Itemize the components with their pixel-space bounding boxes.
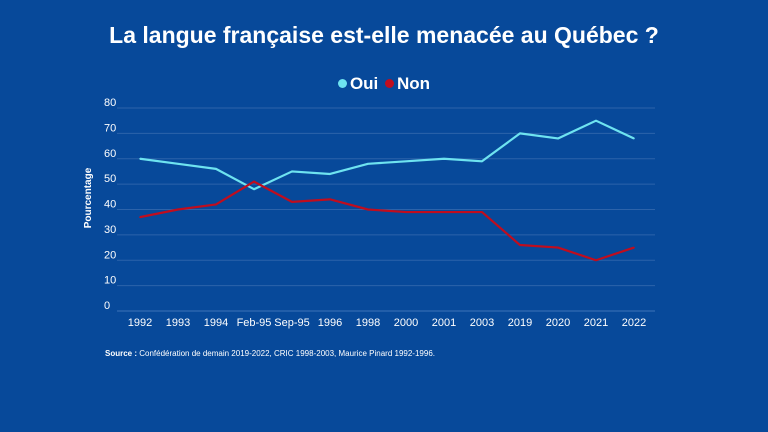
- gridlines: [117, 107, 655, 312]
- data-point-oui: [481, 160, 483, 163]
- data-point-oui: [291, 170, 293, 173]
- legend-label-non: Non: [397, 74, 431, 93]
- series-line-oui: [139, 119, 635, 191]
- x-tick-label: Sep-95: [274, 317, 309, 329]
- data-point-oui: [557, 137, 559, 140]
- x-tick-label: 1992: [128, 317, 152, 329]
- data-point-oui: [253, 188, 255, 190]
- data-point-non: [481, 211, 483, 213]
- data-point-non: [519, 244, 521, 246]
- legend: Oui Non: [0, 74, 768, 94]
- y-tick-label: 0: [104, 300, 110, 312]
- y-tick-label: 30: [104, 224, 116, 236]
- y-tick-label: 70: [104, 122, 116, 134]
- data-point-oui: [443, 157, 445, 160]
- data-point-non: [557, 246, 559, 249]
- x-tick-label: 2020: [546, 317, 570, 329]
- data-point-oui: [177, 163, 179, 165]
- legend-marker-oui: [337, 79, 347, 89]
- y-tick-label: 20: [104, 249, 116, 261]
- data-point-oui: [595, 119, 597, 122]
- legend-marker-non: [385, 79, 395, 89]
- data-point-oui: [139, 157, 141, 160]
- chart-title: La langue française est-elle menacée au …: [109, 22, 659, 48]
- series-line-non: [139, 180, 635, 262]
- data-point-non: [367, 208, 369, 211]
- y-axis-label: Pourcentage: [83, 167, 94, 228]
- data-point-non: [291, 201, 293, 203]
- data-point-oui: [405, 160, 407, 163]
- source-label: Source :: [105, 349, 138, 358]
- source-text: Confédération de demain 2019-2022, CRIC …: [137, 349, 435, 358]
- data-point-non: [215, 203, 217, 206]
- x-tick-label: 2001: [432, 317, 456, 329]
- y-tick-label: 10: [104, 275, 116, 287]
- data-point-oui: [215, 168, 217, 170]
- data-point-non: [443, 211, 445, 213]
- x-tick-label: Feb-95: [237, 317, 272, 329]
- x-tick-label: 2019: [508, 317, 532, 329]
- data-point-non: [633, 246, 635, 249]
- x-tick-label: 2000: [394, 317, 418, 329]
- data-point-oui: [519, 132, 521, 135]
- legend-label-oui: Oui: [349, 74, 379, 93]
- y-tick-labels: 0 10 20 30 40 50 60 70 80: [104, 97, 116, 312]
- x-tick-label: 1993: [166, 317, 190, 329]
- x-tick-label: 2021: [584, 317, 608, 329]
- y-tick-label: 80: [104, 97, 116, 109]
- data-point-non: [595, 259, 597, 262]
- source-note: Source : Confédération de demain 2019-20…: [105, 349, 435, 358]
- x-tick-label: 2022: [622, 317, 646, 329]
- x-tick-label: 1998: [356, 317, 380, 329]
- y-tick-label: 40: [104, 199, 116, 211]
- y-tick-label: 50: [104, 173, 116, 185]
- y-tick-label: 60: [104, 148, 116, 160]
- legend-item-oui: Oui: [337, 74, 379, 93]
- data-point-oui: [329, 173, 331, 175]
- legend-item-non: Non: [385, 74, 430, 93]
- data-point-non: [177, 208, 179, 211]
- data-point-oui: [367, 163, 369, 165]
- data-point-non: [139, 216, 141, 218]
- x-tick-labels: 1992 1993 1994 Feb-95 Sep-95 1996 1998 2000 2001…: [128, 317, 646, 329]
- x-tick-label: 2003: [470, 317, 494, 329]
- data-point-oui: [633, 137, 635, 140]
- data-point-non: [405, 211, 407, 213]
- x-tick-label: 1994: [204, 317, 228, 329]
- data-point-non: [253, 180, 255, 183]
- series-lines: [139, 119, 635, 262]
- data-point-non: [329, 198, 331, 201]
- x-tick-label: 1996: [318, 317, 342, 329]
